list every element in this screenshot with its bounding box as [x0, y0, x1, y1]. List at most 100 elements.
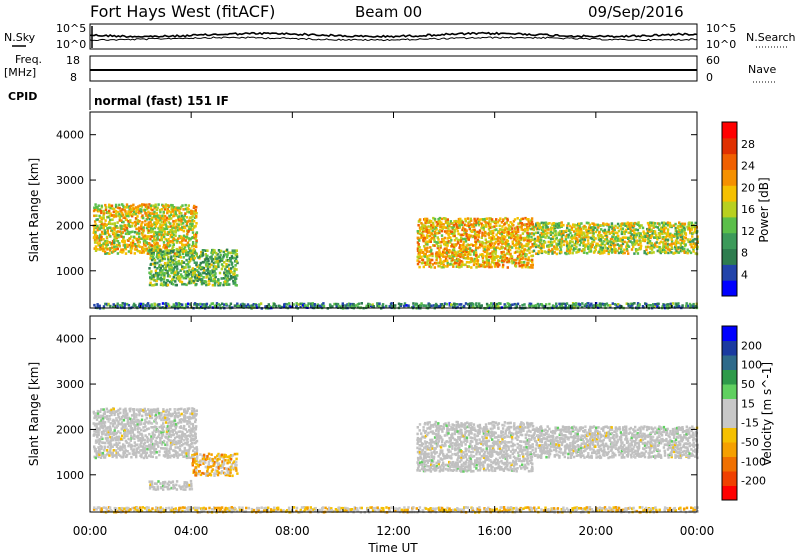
scatter-cell	[670, 236, 673, 239]
scatter-cell	[541, 227, 545, 231]
scatter-cell	[583, 248, 586, 251]
scatter-cell	[625, 247, 629, 251]
scatter-cell	[462, 250, 465, 254]
scatter-cell	[498, 259, 501, 263]
scatter-cell	[141, 221, 144, 224]
scatter-cell	[225, 248, 229, 252]
scatter-cell	[169, 222, 172, 225]
scatter-cell	[184, 428, 187, 431]
scatter-cell	[119, 446, 123, 449]
scatter-cell	[661, 232, 664, 235]
scatter-cell	[175, 265, 179, 268]
scatter-cell	[367, 304, 370, 308]
scatter-cell	[654, 225, 657, 229]
scatter-cell	[660, 227, 664, 231]
scatter-cell	[687, 240, 690, 244]
scatter-cell	[453, 234, 456, 238]
scatter-cell	[551, 237, 554, 240]
scatter-cell	[462, 263, 465, 267]
scatter-cell	[439, 225, 442, 229]
scatter-cell	[583, 245, 587, 249]
scatter-cell	[582, 244, 585, 247]
scatter-cell	[219, 249, 223, 253]
scatter-cell	[607, 230, 611, 233]
scatter-cell	[112, 449, 115, 452]
scatter-cell	[433, 227, 436, 230]
scatter-cell	[138, 235, 141, 239]
scatter-cell	[189, 422, 193, 426]
scatter-cell	[129, 417, 132, 421]
scatter-cell	[465, 229, 468, 232]
scatter-cell	[229, 260, 232, 263]
scatter-cell	[154, 205, 157, 209]
scatter-cell	[151, 212, 154, 215]
scatter-cell	[428, 250, 431, 253]
scatter-cell	[172, 305, 176, 308]
scatter-cell	[118, 203, 121, 207]
scatter-cell	[169, 441, 173, 445]
scatter-cell	[485, 264, 489, 268]
scatter-cell	[610, 251, 614, 254]
scatter-cell	[636, 248, 639, 252]
scatter-cell	[484, 230, 487, 234]
scatter-cell	[473, 230, 476, 233]
scatter-cell	[148, 304, 152, 308]
scatter-cell	[148, 412, 151, 415]
scatter-cell	[490, 265, 493, 269]
scatter-cell	[661, 248, 665, 251]
scatter-cell	[235, 467, 238, 470]
scatter-cell	[136, 422, 139, 426]
scatter-cell	[115, 212, 118, 216]
scatter-cell	[170, 230, 173, 234]
scatter-cell	[176, 303, 179, 306]
scatter-cell	[648, 240, 652, 243]
scatter-cell	[97, 439, 100, 442]
scatter-cell	[508, 244, 511, 248]
scatter-cell	[179, 217, 182, 220]
scatter-cell	[430, 265, 433, 269]
scatter-cell	[630, 224, 634, 228]
scatter-cell	[583, 238, 587, 241]
scatter-cell	[123, 416, 126, 419]
scatter-cell	[172, 269, 175, 273]
scatter-cell	[145, 212, 148, 215]
scatter-cell	[127, 444, 130, 448]
scatter-cell	[616, 222, 620, 226]
scatter-cell	[164, 302, 168, 305]
scatter-cell	[376, 302, 379, 305]
scatter-cell	[447, 222, 451, 226]
scatter-cell	[227, 467, 231, 471]
scatter-cell	[159, 269, 162, 272]
scatter-cell	[144, 208, 147, 212]
scatter-cell	[565, 233, 569, 237]
scatter-cell	[289, 305, 292, 309]
scatter-cell	[621, 222, 624, 225]
scatter-cell	[455, 225, 459, 229]
scatter-cell	[141, 436, 145, 440]
scatter-cell	[480, 226, 483, 230]
scatter-cell	[690, 243, 693, 246]
scatter-cell	[177, 250, 181, 254]
scatter-cell	[116, 252, 120, 255]
scatter-cell	[433, 266, 436, 269]
scatter-cell	[121, 213, 125, 217]
scatter-cell	[528, 251, 531, 254]
scatter-cell	[428, 263, 431, 266]
scatter-cell	[430, 232, 434, 236]
scatter-cell	[417, 243, 420, 246]
scatter-cell	[466, 217, 470, 220]
scatter-cell	[488, 255, 491, 259]
scatter-cell	[621, 250, 624, 253]
scatter-cell	[166, 302, 170, 306]
scatter-cell	[194, 235, 198, 238]
scatter-cell	[351, 304, 354, 307]
scatter-cell	[127, 304, 131, 307]
scatter-cell	[418, 246, 421, 249]
scatter-cell	[453, 302, 456, 306]
scatter-cell	[199, 305, 203, 309]
scatter-cell	[180, 214, 184, 218]
scatter-cell	[188, 447, 191, 450]
scatter-cell	[586, 245, 590, 248]
scatter-cell	[179, 227, 182, 230]
scatter-cell	[163, 235, 166, 239]
